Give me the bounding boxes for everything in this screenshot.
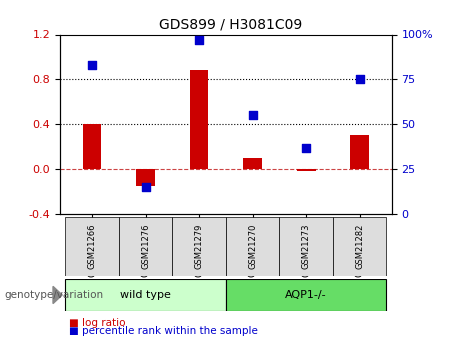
Point — [302, 145, 310, 150]
Bar — [297, 169, 316, 171]
Text: AQP1-/-: AQP1-/- — [285, 290, 327, 300]
FancyBboxPatch shape — [226, 217, 279, 276]
Polygon shape — [53, 286, 62, 304]
FancyBboxPatch shape — [333, 217, 386, 276]
Text: GSM21273: GSM21273 — [301, 224, 311, 269]
Text: GSM21282: GSM21282 — [355, 224, 364, 269]
Point — [249, 112, 256, 118]
Text: GSM21276: GSM21276 — [141, 224, 150, 269]
Bar — [190, 70, 208, 169]
FancyBboxPatch shape — [279, 217, 333, 276]
Bar — [350, 136, 369, 169]
Text: ■ log ratio: ■ log ratio — [69, 318, 126, 327]
FancyBboxPatch shape — [65, 217, 119, 276]
Text: GSM21279: GSM21279 — [195, 224, 204, 269]
FancyBboxPatch shape — [172, 217, 226, 276]
Point — [356, 77, 363, 82]
FancyBboxPatch shape — [226, 279, 386, 311]
Point — [195, 37, 203, 43]
Bar — [243, 158, 262, 169]
Text: GSM21270: GSM21270 — [248, 224, 257, 269]
Bar — [83, 124, 101, 169]
Bar — [136, 169, 155, 186]
Point — [89, 62, 96, 68]
FancyBboxPatch shape — [119, 217, 172, 276]
Text: GSM21266: GSM21266 — [88, 224, 96, 269]
Point — [142, 184, 149, 190]
Text: ■ percentile rank within the sample: ■ percentile rank within the sample — [69, 326, 258, 336]
Text: genotype/variation: genotype/variation — [5, 290, 104, 300]
FancyBboxPatch shape — [65, 279, 226, 311]
Text: wild type: wild type — [120, 290, 171, 300]
Text: GDS899 / H3081C09: GDS899 / H3081C09 — [159, 17, 302, 31]
